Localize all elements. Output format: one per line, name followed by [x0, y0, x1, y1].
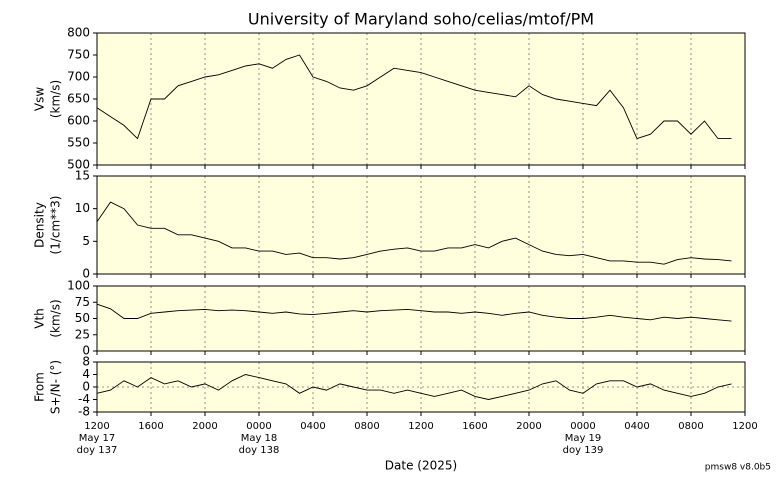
y-tick-label: -4 [78, 392, 90, 406]
y-tick-label: 25 [75, 327, 90, 341]
y-axis-label: From [33, 372, 47, 402]
date-label: doy 138 [239, 445, 280, 456]
y-tick-label: 75 [75, 295, 90, 309]
y-axis-label: (km/s) [49, 299, 63, 337]
y-tick-label: 0 [82, 267, 90, 281]
x-tick-label: 1600 [462, 421, 487, 432]
y-tick-label: 750 [67, 48, 90, 62]
x-tick-label: 1200 [732, 421, 757, 432]
x-tick-label: 1200 [84, 421, 109, 432]
date-label: May 18 [241, 433, 278, 444]
y-axis-label: S+/N- (°) [49, 360, 63, 414]
data-line [96, 374, 732, 400]
data-line [96, 54, 732, 140]
y-axis-label: Vth [33, 308, 47, 329]
plot-area [97, 176, 745, 274]
y-tick-label: 600 [67, 114, 90, 128]
footnote: pmsw8 v8.0b5 [705, 463, 771, 473]
date-label: May 19 [565, 433, 602, 444]
x-tick-label: 1600 [138, 421, 163, 432]
x-tick-label: 0400 [300, 421, 325, 432]
y-tick-label: 0 [82, 344, 90, 358]
x-tick-label: 0000 [246, 421, 271, 432]
y-tick-label: 500 [67, 158, 90, 172]
y-tick-label: 800 [67, 26, 90, 40]
y-axis-label: Vsw [33, 87, 47, 111]
chart-title: University of Maryland soho/celias/mtof/… [248, 10, 594, 29]
y-tick-label: 8 [82, 355, 90, 369]
y-tick-label: 50 [75, 311, 90, 325]
x-tick-label: 0400 [624, 421, 649, 432]
y-tick-label: 0 [82, 380, 90, 394]
x-tick-label: 1200 [408, 421, 433, 432]
date-label: May 17 [79, 433, 116, 444]
y-axis-label: (1/cm**3) [49, 196, 63, 255]
y-tick-label: 550 [67, 136, 90, 150]
x-tick-label: 2000 [516, 421, 541, 432]
y-tick-label: 15 [75, 169, 90, 183]
x-tick-label: 2000 [192, 421, 217, 432]
y-tick-label: 700 [67, 70, 90, 84]
date-label: doy 137 [77, 445, 118, 456]
x-axis-label: Date (2025) [385, 459, 457, 473]
date-label: doy 139 [563, 445, 604, 456]
y-axis-label: (km/s) [49, 80, 63, 118]
y-axis-label: Density [33, 202, 47, 248]
data-line [96, 303, 732, 322]
y-tick-label: 10 [75, 201, 90, 215]
y-tick-label: 4 [82, 367, 90, 381]
x-tick-label: 0000 [570, 421, 595, 432]
x-tick-label: 0800 [354, 421, 379, 432]
y-tick-label: 100 [67, 279, 90, 293]
x-tick-label: 0800 [678, 421, 703, 432]
y-tick-label: -8 [78, 405, 90, 419]
y-tick-label: 5 [82, 234, 90, 248]
y-tick-label: 650 [67, 92, 90, 106]
data-line [96, 201, 732, 265]
